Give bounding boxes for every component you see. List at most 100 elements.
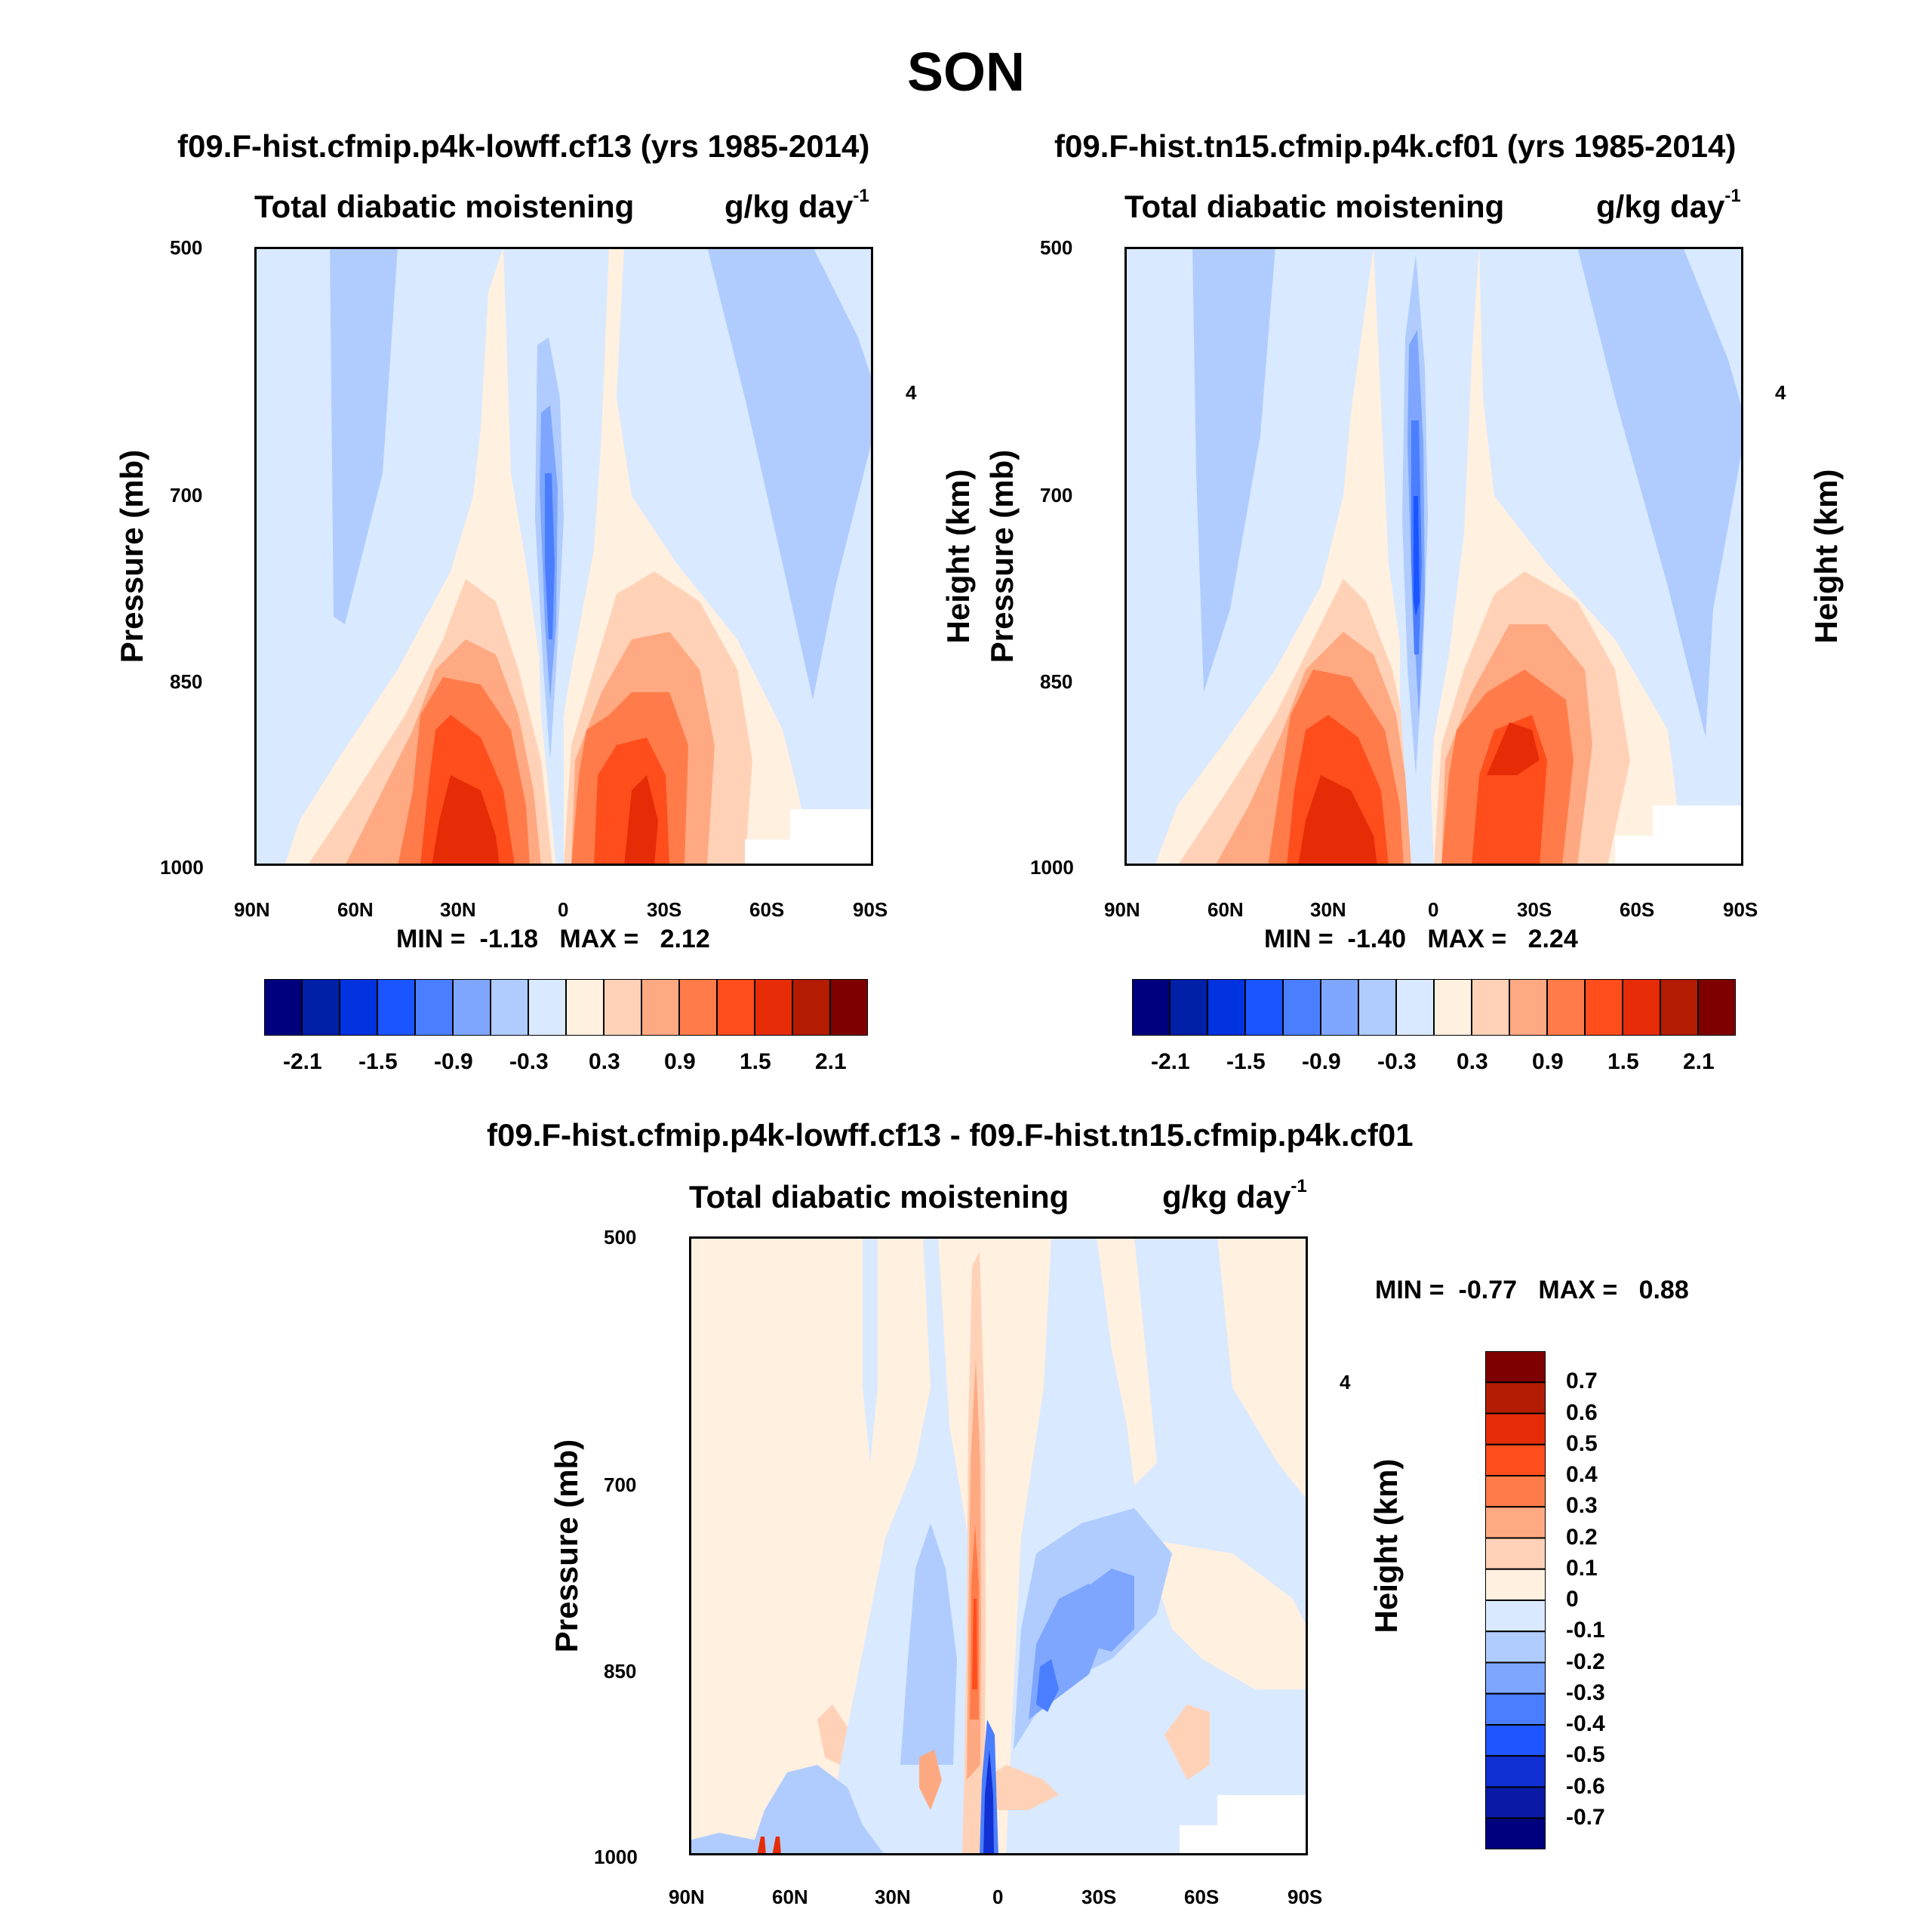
contour-negative-0.1 (863, 1236, 878, 1463)
colorbar-swatch (1622, 979, 1661, 1036)
ytick-label: 850 (1040, 670, 1073, 693)
figure-title: SON (906, 42, 1026, 103)
xtick-label: 60N (772, 1886, 808, 1908)
topography-mask (1180, 1795, 1308, 1855)
colorbar-label: -1.5 (358, 1049, 398, 1074)
colorbar-swatch (1485, 1692, 1546, 1726)
contour-sh-negative-0.3b (1081, 1569, 1134, 1652)
contour-positive-0.2c (983, 1765, 1059, 1810)
ylabel-right: Height (km) (940, 469, 976, 644)
panel-units-bottom: g/kg day-1 (1162, 1176, 1307, 1215)
colorbar-swatch (1485, 1786, 1546, 1819)
colorbar-swatch (339, 979, 378, 1036)
ytick-label: 1000 (1030, 856, 1074, 879)
colorbar-swatch (1485, 1381, 1546, 1415)
ytick-label: 850 (604, 1660, 637, 1683)
colorbar-swatch (1132, 979, 1171, 1036)
contour-eq-negative-0.9 (545, 473, 555, 639)
colorbar-swatch (1485, 1724, 1546, 1757)
colorbar-swatch (829, 979, 868, 1036)
contour-nh-negative-0.2 (749, 1765, 885, 1855)
colorbar-swatch (1584, 979, 1623, 1036)
min-max-readout: MIN = -0.77 MAX = 0.88 (1375, 1276, 1689, 1304)
colorbar-swatch (792, 979, 831, 1036)
xtick-label: 60N (337, 898, 374, 921)
colorbar-label: 2.1 (1683, 1049, 1715, 1074)
colorbar-label: 1.5 (1607, 1049, 1639, 1074)
colorbar-label: -0.3 (1377, 1049, 1417, 1074)
ytick-label: 850 (170, 670, 203, 693)
xtick-label: 90N (669, 1886, 705, 1908)
colorbar-swatch (1697, 979, 1736, 1036)
plot-frame (689, 1236, 1308, 1855)
contour-sh-1.8 (624, 775, 658, 866)
contour-surface-positive-1 (757, 1837, 766, 1855)
contour-eq-positive-0.5 (972, 1599, 977, 1689)
heatmap-top-left (254, 247, 873, 866)
topography-mask (1615, 805, 1743, 866)
ytick-label: 1000 (160, 856, 204, 879)
colorbar-label: -0.9 (1302, 1049, 1341, 1074)
colorbar-label: -1.5 (1226, 1049, 1266, 1074)
ylabel-left: Pressure (mb) (114, 449, 149, 664)
colorbar-label: 0.1 (1566, 1555, 1598, 1581)
contour-nh-1.8 (1298, 775, 1377, 866)
colorbar-label: -2.1 (1151, 1049, 1190, 1074)
panel-title-top-left: f09.F-hist.cfmip.p4k-lowff.cf13 (yrs 198… (177, 128, 870, 164)
ylabel-right: Height (km) (1808, 469, 1844, 644)
contour-eq-negative-1.2 (1414, 496, 1420, 617)
colorbar-swatch (1546, 979, 1586, 1036)
colorbar-label: 0.3 (1566, 1493, 1598, 1519)
ytick-label: 500 (604, 1226, 637, 1249)
ylabel-right: Height (km) (1368, 1458, 1404, 1633)
xtick-label: 90S (1287, 1886, 1323, 1908)
colorbar-swatch (1485, 1475, 1546, 1508)
ytick-label: 700 (170, 484, 203, 507)
colorbar-label: -0.1 (1566, 1618, 1605, 1643)
xtick-label: 90N (1104, 898, 1140, 921)
colorbar-swatch (678, 979, 718, 1036)
contour-surface-positive-2 (772, 1837, 781, 1855)
colorbar-swatch (1485, 1443, 1546, 1476)
colorbar-swatch (1485, 1600, 1546, 1633)
ytick-label: 500 (170, 236, 203, 259)
contour-positive-0.3 (919, 1750, 942, 1810)
contour-sh-negative (707, 247, 873, 700)
ylabel-left: Pressure (mb) (984, 449, 1020, 664)
panel-units-top-right: g/kg day-1 (1596, 186, 1741, 224)
right-tick-label: 4 (1340, 1371, 1351, 1393)
colorbar-swatch (1485, 1661, 1546, 1695)
colorbar-swatch (1207, 979, 1246, 1036)
colorbar-swatch (414, 979, 454, 1036)
colorbar-swatch (377, 979, 416, 1036)
contour-positive-0.2b (1164, 1704, 1210, 1780)
colorbar-swatches (1132, 979, 1736, 1036)
right-tick-label: 4 (1775, 381, 1786, 404)
ylabel-left: Pressure (mb) (549, 1439, 584, 1653)
colorbar-bottom (1485, 1351, 1546, 1849)
contour-nh-1.8 (432, 775, 500, 866)
plot-area-top-right (1124, 247, 1743, 866)
colorbar-swatch (603, 979, 642, 1036)
colorbar-label: -0.6 (1566, 1773, 1605, 1799)
colorbar-label: 0.7 (1566, 1369, 1598, 1394)
colorbar-swatch (1660, 979, 1699, 1036)
colorbar-label: 0.6 (1566, 1399, 1598, 1425)
xtick-label: 30S (1517, 898, 1552, 921)
colorbar-swatch (716, 979, 755, 1036)
heatmap-top-right (1124, 247, 1743, 866)
colorbar-swatch (1509, 979, 1548, 1036)
xtick-label: 30N (875, 1886, 911, 1908)
panel-subtitle-top-right: Total diabatic moistening (1124, 189, 1505, 224)
colorbar-swatch (1320, 979, 1359, 1036)
colorbar-swatches (264, 979, 868, 1036)
colorbar-label: 0.5 (1566, 1430, 1598, 1456)
colorbar-label: -0.2 (1566, 1649, 1605, 1674)
colorbar-label: 0.3 (1457, 1049, 1488, 1074)
xtick-label: 30S (647, 898, 682, 921)
colorbar-label: -0.5 (1566, 1742, 1605, 1768)
plot-area-bottom (689, 1236, 1308, 1855)
colorbar-label: 1.5 (740, 1049, 771, 1074)
panel-title-bottom: f09.F-hist.cfmip.p4k-lowff.cf13 - f09.F-… (487, 1117, 1414, 1153)
colorbar-swatch (1485, 1755, 1546, 1788)
